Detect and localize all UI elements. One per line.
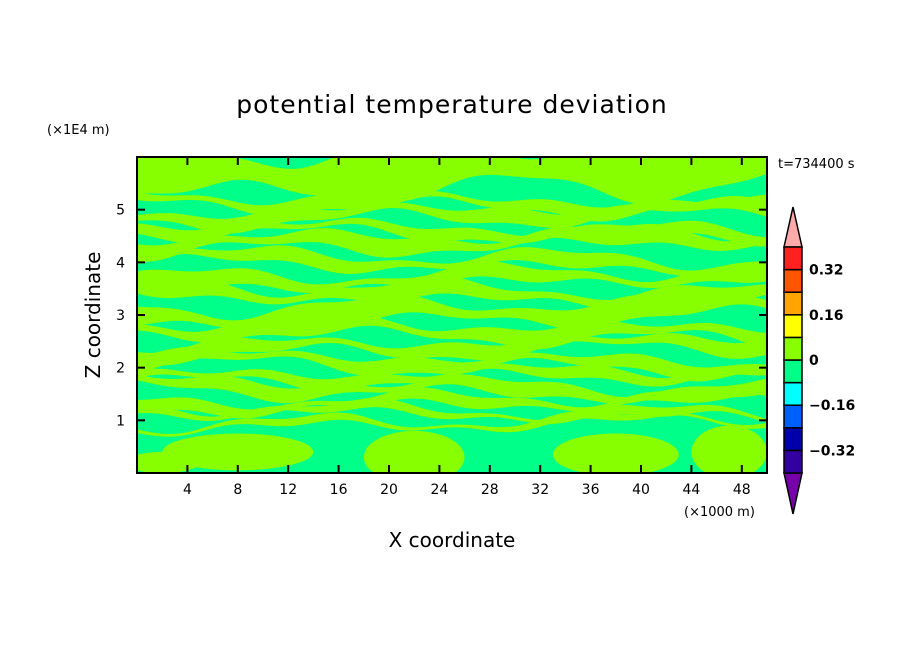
x-tick-label: 20 bbox=[380, 482, 398, 498]
x-tick-label: 4 bbox=[183, 482, 192, 498]
colorbar-tick-label: −0.32 bbox=[809, 443, 855, 459]
colorbar-over-triangle bbox=[783, 206, 803, 248]
contour-band bbox=[137, 410, 767, 437]
y-tick-label: 4 bbox=[116, 255, 125, 271]
time-label: t=734400 s bbox=[778, 157, 855, 172]
y-tick-label: 3 bbox=[116, 308, 125, 324]
colorbar: 0.32 0.16 0 −0.16 −0.32 bbox=[783, 206, 855, 515]
contour-band bbox=[137, 333, 767, 366]
x-tick-label: 28 bbox=[481, 482, 499, 498]
contour-band bbox=[137, 374, 767, 404]
x-tick-label: 8 bbox=[233, 482, 242, 498]
x-tick-label: 36 bbox=[582, 482, 600, 498]
x-tick-label: 32 bbox=[531, 482, 549, 498]
contour-band bbox=[137, 383, 767, 419]
y-axis-label: Z coordinate bbox=[81, 252, 105, 379]
contour-blob bbox=[552, 433, 679, 473]
y-tick-label: 1 bbox=[116, 413, 125, 429]
y-unit-label: (×1E4 m) bbox=[47, 123, 110, 138]
colorbar-swatch bbox=[783, 268, 803, 293]
contour-band bbox=[137, 195, 767, 234]
colorbar-swatch bbox=[783, 427, 803, 452]
contour-blob bbox=[137, 451, 200, 473]
x-axis-label: X coordinate bbox=[389, 528, 516, 552]
colorbar-under-triangle bbox=[783, 472, 803, 515]
contour-blob bbox=[363, 430, 465, 473]
colorbar-swatch bbox=[783, 246, 803, 271]
colorbar-tick-label: −0.16 bbox=[809, 398, 855, 414]
contour-band bbox=[137, 217, 767, 247]
contour-band bbox=[137, 347, 767, 382]
colorbar-tick-label: 0.16 bbox=[809, 308, 844, 324]
y-tick-label: 2 bbox=[116, 361, 125, 377]
colorbar-swatch bbox=[783, 449, 803, 474]
contour-blob bbox=[162, 433, 314, 471]
colorbar-swatch bbox=[783, 291, 803, 316]
colorbar-swatch bbox=[783, 336, 803, 361]
x-unit-label: (×1000 m) bbox=[684, 505, 755, 520]
colorbar-tick-label: 0.32 bbox=[809, 263, 844, 279]
x-tick-label: 12 bbox=[279, 482, 297, 498]
contour-field bbox=[137, 157, 767, 473]
contour-band bbox=[137, 363, 767, 392]
x-tick-label: 44 bbox=[682, 482, 700, 498]
colorbar-swatch bbox=[783, 359, 803, 384]
contour-band bbox=[137, 315, 767, 350]
contour-band bbox=[137, 224, 767, 262]
contour-band bbox=[137, 245, 767, 276]
x-tick-label: 16 bbox=[330, 482, 348, 498]
y-tick-label: 5 bbox=[116, 203, 125, 219]
colorbar-swatch bbox=[783, 381, 803, 406]
contour-band bbox=[137, 397, 767, 425]
contour-band bbox=[137, 157, 767, 205]
chart-title: potential temperature deviation bbox=[236, 90, 667, 119]
colorbar-swatch bbox=[783, 314, 803, 339]
x-tick-label: 40 bbox=[632, 482, 650, 498]
colorbar-swatch bbox=[783, 404, 803, 429]
colorbar-tick-label: 0 bbox=[809, 353, 819, 369]
x-tick-label: 48 bbox=[733, 482, 751, 498]
x-tick-label: 24 bbox=[430, 482, 448, 498]
contour-blob bbox=[691, 425, 767, 473]
